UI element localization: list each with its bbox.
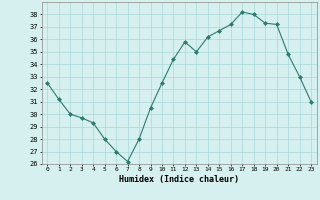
X-axis label: Humidex (Indice chaleur): Humidex (Indice chaleur)	[119, 175, 239, 184]
